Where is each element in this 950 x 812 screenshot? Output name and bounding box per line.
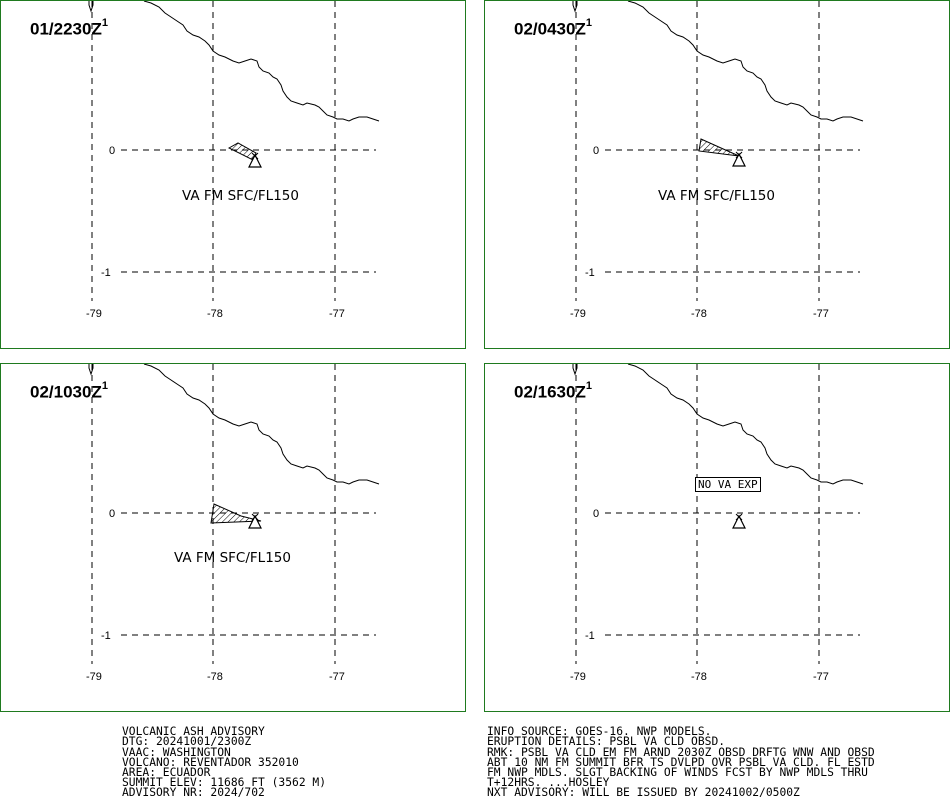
ash-plume	[698, 138, 740, 157]
lat-tick-label: -1	[585, 267, 595, 279]
lat-tick-label: 0	[593, 508, 599, 520]
volcano-icon	[248, 514, 262, 529]
lat-tick-label: -1	[585, 630, 595, 642]
eruption-mark-icon	[735, 151, 743, 159]
panel-4: -79 -78 -77 0 -1 02/1630Z1 NO VA EXP	[484, 363, 950, 712]
lat-tick-label: 0	[109, 508, 115, 520]
advisory-line: DTG: 20241001/2300Z	[122, 735, 252, 749]
ash-plume	[210, 503, 262, 524]
lon-tick-label: -78	[207, 308, 223, 320]
va-label: VA FM SFC/FL150	[658, 188, 775, 204]
lon-tick-label: -77	[813, 308, 829, 320]
lat-tick-label: 0	[109, 145, 115, 157]
lat-tick-label: -1	[101, 267, 111, 279]
panel-time: 02/0430Z1	[514, 17, 592, 39]
panel-3: -79 -78 -77 0 -1 02/1030Z1 VA FM SFC/FL150	[0, 363, 466, 712]
no-va-exp-box: NO VA EXP	[695, 477, 761, 492]
map-panel-3: -79 -78 -77 0 -1	[86, 364, 380, 683]
advisory-line: NXT ADVISORY: WILL BE ISSUED BY 20241002…	[487, 786, 800, 800]
lon-tick-label: -79	[86, 308, 102, 320]
advisory-line: VOLCANIC ASH ADVISORY	[122, 725, 265, 739]
panel-2: -79 -78 -77 0 -1 02/0430Z1 VA FM SFC/FL150	[484, 0, 950, 349]
eruption-mark-icon	[251, 152, 259, 160]
map-panel-1: -79 -78 -77 0 -1	[86, 1, 380, 320]
advisory-line: ADVISORY NR: 2024/702	[122, 786, 265, 800]
coastline	[88, 364, 380, 485]
advisory-line: VAAC: WASHINGTON	[122, 745, 231, 759]
advisory-line: AREA: ECUADOR	[122, 766, 211, 780]
lon-tick-label: -79	[86, 671, 102, 683]
advisory-line: ABT 10 NM FM SUMMIT BFR TS DVLPD OVR PSB…	[487, 755, 875, 769]
advisory-line: SUMMIT ELEV: 11686 FT (3562 M)	[122, 776, 327, 790]
map-panel-2: -79 -78 -77 0 -1	[570, 1, 864, 320]
volcano-icon	[732, 152, 746, 167]
eruption-mark-icon	[251, 513, 259, 521]
lon-tick-label: -77	[329, 308, 345, 320]
advisory-line: T+12HRS. ...HOSLEY	[487, 776, 610, 790]
lat-tick-label: -1	[101, 630, 111, 642]
advisory-right-text: INFO SOURCE: GOES-16. NWP MODELS. ERUPTIO…	[487, 717, 875, 809]
lon-tick-label: -77	[813, 671, 829, 683]
coastline	[572, 364, 864, 485]
lon-tick-label: -79	[570, 671, 586, 683]
lat-tick-label: 0	[593, 145, 599, 157]
advisory-left-text: VOLCANIC ASH ADVISORY DTG: 20241001/2300Z…	[122, 717, 326, 809]
map-panel-4: -79 -78 -77 0 -1	[570, 364, 864, 683]
coastline	[572, 1, 864, 122]
eruption-mark-icon	[735, 513, 743, 521]
volcano-icon	[732, 514, 746, 529]
advisory-line: ERUPTION DETAILS: PSBL VA CLD OBSD.	[487, 735, 726, 749]
advisory-line: RMK: PSBL VA CLD EM FM ARND 2030Z OBSD D…	[487, 745, 875, 759]
panel-time: 02/1630Z1	[514, 380, 592, 402]
lon-tick-label: -78	[691, 308, 707, 320]
panel-1: -79 -78 -77 0 -1 01/2230Z1 VA FM SFC/FL150	[0, 0, 466, 349]
lon-tick-label: -78	[691, 671, 707, 683]
va-label: VA FM SFC/FL150	[182, 188, 299, 204]
lon-tick-label: -77	[329, 671, 345, 683]
lon-tick-label: -78	[207, 671, 223, 683]
advisory-line: FM NWP MDLS. SLGT BACKING OF WINDS FCST …	[487, 766, 868, 780]
coastline	[88, 1, 380, 122]
ash-plume	[227, 142, 257, 161]
lon-tick-label: -79	[570, 308, 586, 320]
volcano-icon	[248, 153, 262, 168]
panel-time: 01/2230Z1	[30, 17, 108, 39]
panel-time: 02/1030Z1	[30, 380, 108, 402]
advisory-line: INFO SOURCE: GOES-16. NWP MODELS.	[487, 725, 712, 739]
va-label: VA FM SFC/FL150	[174, 550, 291, 566]
advisory-line: VOLCANO: REVENTADOR 352010	[122, 755, 299, 769]
